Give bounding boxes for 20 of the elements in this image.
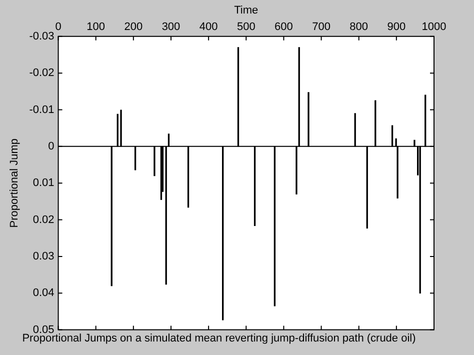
x-tick-label: 700	[312, 20, 330, 33]
y-tick-label: -0.01	[29, 104, 54, 116]
x-axis-title: Time	[234, 4, 258, 17]
y-axis-title: Proportional Jump	[8, 138, 21, 228]
x-tick-label: 100	[86, 20, 106, 33]
y-tick-label: 0.04	[32, 287, 54, 300]
x-tick-label: 900	[387, 20, 406, 33]
y-tick-label: -0.03	[29, 30, 54, 42]
y-tick-label: 0	[48, 140, 54, 152]
x-tick-label: 1000	[422, 20, 446, 33]
y-tick-label: 0.03	[32, 250, 54, 262]
x-tick-label: 500	[236, 20, 256, 33]
x-tick-label: 200	[124, 20, 143, 33]
x-tick-label: 300	[162, 20, 180, 33]
y-tick-label: 0.02	[32, 214, 54, 226]
x-tick-label: 600	[274, 20, 293, 33]
y-tick-label: -0.02	[29, 67, 54, 80]
y-tick-label: 0.01	[32, 177, 54, 190]
x-tick-label: 400	[199, 20, 218, 33]
x-tick-label: 800	[350, 20, 368, 33]
